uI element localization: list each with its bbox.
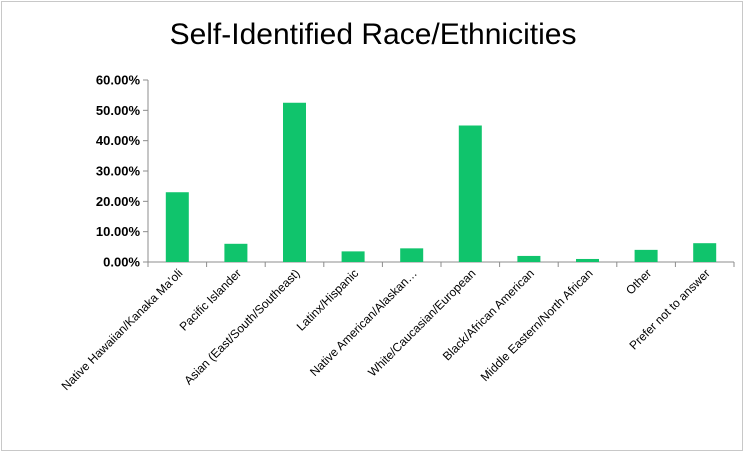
category-label: Native American/Alaskan… xyxy=(307,266,420,379)
chart-title: Self-Identified Race/Ethnicities xyxy=(169,18,577,51)
bar xyxy=(224,243,248,262)
y-tick-label: 50.00% xyxy=(96,103,141,118)
bar xyxy=(458,125,482,262)
category-label: Pacific Islander xyxy=(177,266,244,333)
category-label: Middle Eastern/North African xyxy=(478,266,596,384)
y-tick-label: 20.00% xyxy=(96,194,141,209)
bar xyxy=(693,243,717,262)
category-label: Other xyxy=(623,266,654,297)
category-label: Native Hawaiian/Kanaka Ma’oli xyxy=(59,266,186,393)
bar xyxy=(341,251,365,262)
y-tick-label: 0.00% xyxy=(103,255,140,270)
category-label: White/Caucasian/European xyxy=(365,266,478,379)
y-tick-label: 30.00% xyxy=(96,164,141,179)
y-tick-label: 60.00% xyxy=(96,73,141,88)
bar xyxy=(517,255,541,262)
bar xyxy=(400,248,424,262)
y-tick-label: 40.00% xyxy=(96,133,141,148)
category-label: Asian (East/South/Southeast) xyxy=(181,266,302,387)
bar xyxy=(283,102,306,262)
category-label: Latinx/Hispanic xyxy=(294,266,361,333)
bar xyxy=(634,249,658,262)
bar xyxy=(576,258,599,262)
y-tick-label: 10.00% xyxy=(96,224,141,239)
bar xyxy=(165,192,189,262)
